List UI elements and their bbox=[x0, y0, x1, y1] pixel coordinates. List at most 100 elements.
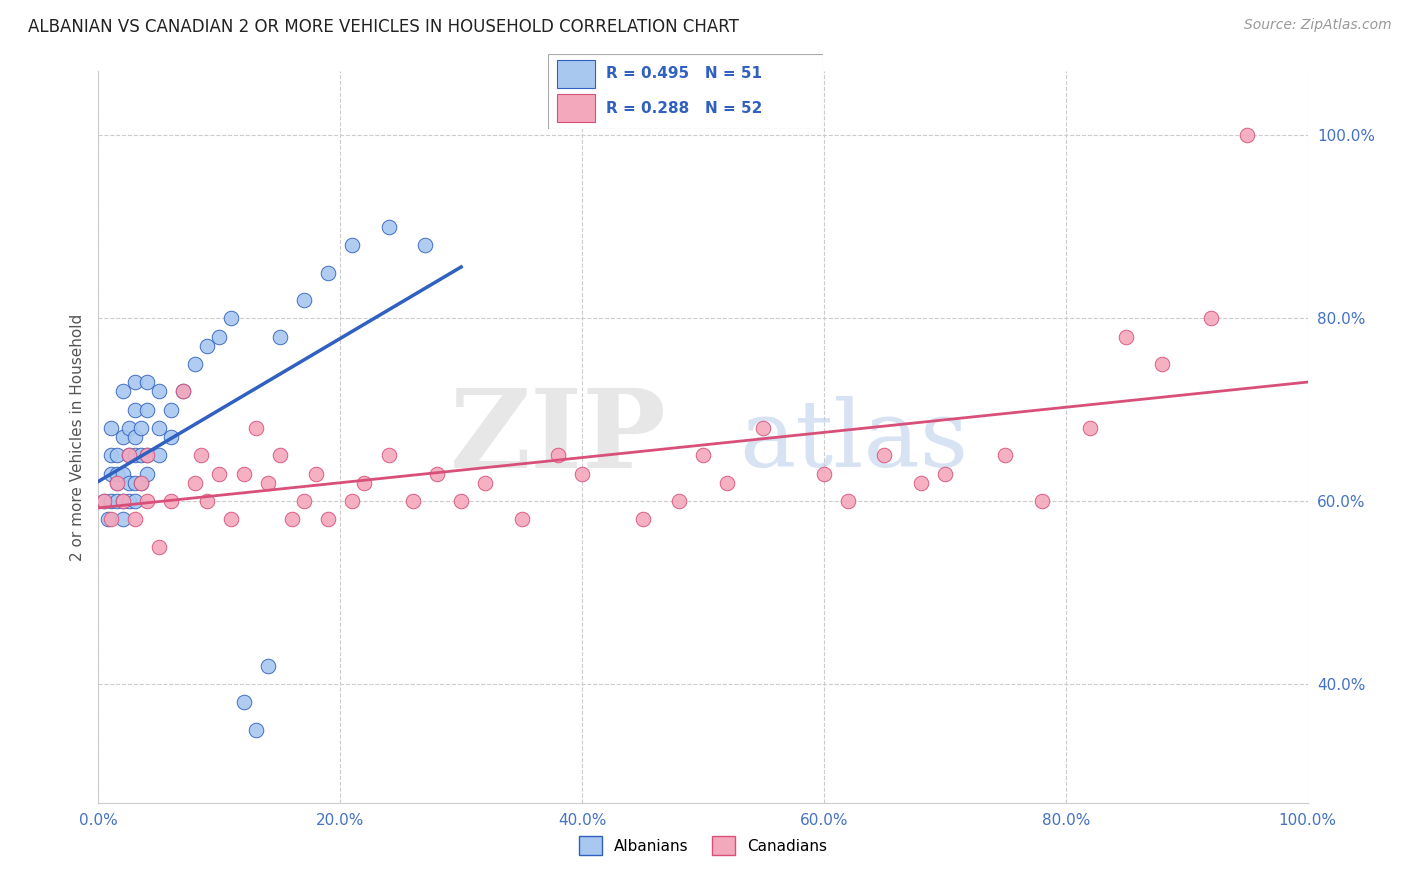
Point bbox=[160, 494, 183, 508]
Point bbox=[135, 448, 157, 462]
Point bbox=[129, 421, 152, 435]
Point bbox=[118, 448, 141, 462]
Point bbox=[124, 475, 146, 490]
Point bbox=[111, 494, 134, 508]
Point bbox=[111, 494, 134, 508]
Text: R = 0.495   N = 51: R = 0.495 N = 51 bbox=[606, 67, 762, 81]
Point bbox=[1152, 357, 1174, 371]
Point bbox=[100, 467, 122, 481]
Point bbox=[873, 448, 896, 462]
Point bbox=[135, 494, 157, 508]
Point bbox=[752, 421, 775, 435]
Point bbox=[342, 238, 364, 252]
FancyBboxPatch shape bbox=[557, 61, 595, 87]
Point bbox=[547, 448, 569, 462]
Point bbox=[232, 467, 254, 481]
Point bbox=[208, 467, 231, 481]
Point bbox=[813, 467, 835, 481]
Point bbox=[510, 512, 533, 526]
Text: ALBANIAN VS CANADIAN 2 OR MORE VEHICLES IN HOUSEHOLD CORRELATION CHART: ALBANIAN VS CANADIAN 2 OR MORE VEHICLES … bbox=[28, 18, 740, 36]
Point bbox=[105, 494, 128, 508]
Point bbox=[413, 238, 436, 252]
Point bbox=[377, 448, 399, 462]
Point bbox=[184, 357, 207, 371]
Point bbox=[221, 311, 243, 326]
Point bbox=[100, 421, 122, 435]
Point bbox=[668, 494, 690, 508]
Point bbox=[692, 448, 714, 462]
Point bbox=[118, 448, 141, 462]
Point bbox=[111, 467, 134, 481]
Point bbox=[135, 467, 157, 481]
Legend: Albanians, Canadians: Albanians, Canadians bbox=[574, 830, 832, 861]
Point bbox=[160, 430, 183, 444]
Point bbox=[571, 467, 593, 481]
FancyBboxPatch shape bbox=[548, 54, 823, 129]
Point bbox=[316, 266, 339, 280]
Point bbox=[129, 475, 152, 490]
Point bbox=[256, 658, 278, 673]
Point bbox=[1115, 329, 1137, 343]
Point bbox=[111, 384, 134, 399]
Point bbox=[184, 475, 207, 490]
Point bbox=[105, 475, 128, 490]
Point bbox=[316, 512, 339, 526]
Point bbox=[124, 448, 146, 462]
Point bbox=[837, 494, 859, 508]
FancyBboxPatch shape bbox=[557, 95, 595, 122]
Point bbox=[716, 475, 738, 490]
Point bbox=[129, 475, 152, 490]
Point bbox=[118, 475, 141, 490]
Point bbox=[994, 448, 1017, 462]
Point bbox=[221, 512, 243, 526]
Point bbox=[129, 448, 152, 462]
Point bbox=[190, 448, 212, 462]
Point bbox=[256, 475, 278, 490]
Point bbox=[160, 402, 183, 417]
Point bbox=[426, 467, 449, 481]
Point bbox=[148, 421, 170, 435]
Point bbox=[402, 494, 425, 508]
Point bbox=[353, 475, 375, 490]
Point bbox=[377, 219, 399, 234]
Point bbox=[172, 384, 194, 399]
Text: atlas: atlas bbox=[740, 396, 969, 486]
Y-axis label: 2 or more Vehicles in Household: 2 or more Vehicles in Household bbox=[69, 313, 84, 561]
Point bbox=[124, 402, 146, 417]
Point bbox=[269, 329, 291, 343]
Point bbox=[342, 494, 364, 508]
Point bbox=[910, 475, 932, 490]
Point bbox=[269, 448, 291, 462]
Point bbox=[450, 494, 472, 508]
Point bbox=[93, 494, 115, 508]
Point bbox=[100, 448, 122, 462]
Point bbox=[124, 512, 146, 526]
Point bbox=[292, 494, 315, 508]
Point bbox=[124, 430, 146, 444]
Point bbox=[232, 695, 254, 709]
Point bbox=[281, 512, 304, 526]
Point bbox=[97, 512, 120, 526]
Point bbox=[1031, 494, 1053, 508]
Point bbox=[195, 494, 218, 508]
Point bbox=[124, 375, 146, 389]
Point bbox=[148, 448, 170, 462]
Point bbox=[292, 293, 315, 307]
Point bbox=[172, 384, 194, 399]
Point bbox=[148, 384, 170, 399]
Point bbox=[1078, 421, 1101, 435]
Point bbox=[111, 512, 134, 526]
Point bbox=[135, 375, 157, 389]
Point bbox=[135, 402, 157, 417]
Point bbox=[148, 540, 170, 554]
Point bbox=[100, 494, 122, 508]
Point bbox=[105, 467, 128, 481]
Point bbox=[1199, 311, 1222, 326]
Point bbox=[100, 512, 122, 526]
Point bbox=[1236, 128, 1258, 143]
Point bbox=[934, 467, 956, 481]
Point bbox=[195, 338, 218, 352]
Point bbox=[93, 494, 115, 508]
Point bbox=[105, 475, 128, 490]
Point bbox=[245, 723, 267, 737]
